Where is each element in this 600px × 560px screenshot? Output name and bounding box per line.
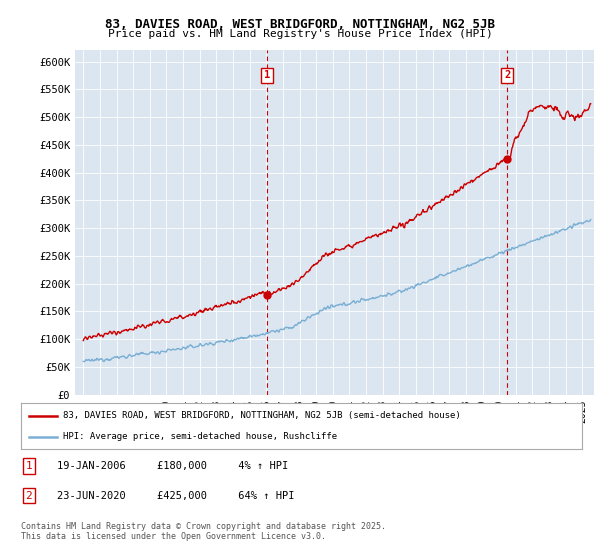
Text: 23-JUN-2020     £425,000     64% ↑ HPI: 23-JUN-2020 £425,000 64% ↑ HPI: [57, 491, 295, 501]
Text: 83, DAVIES ROAD, WEST BRIDGFORD, NOTTINGHAM, NG2 5JB (semi-detached house): 83, DAVIES ROAD, WEST BRIDGFORD, NOTTING…: [63, 411, 461, 420]
Text: HPI: Average price, semi-detached house, Rushcliffe: HPI: Average price, semi-detached house,…: [63, 432, 337, 441]
Text: 2: 2: [504, 71, 510, 81]
Text: Price paid vs. HM Land Registry's House Price Index (HPI): Price paid vs. HM Land Registry's House …: [107, 29, 493, 39]
Text: 83, DAVIES ROAD, WEST BRIDGFORD, NOTTINGHAM, NG2 5JB: 83, DAVIES ROAD, WEST BRIDGFORD, NOTTING…: [105, 18, 495, 31]
Text: Contains HM Land Registry data © Crown copyright and database right 2025.
This d: Contains HM Land Registry data © Crown c…: [21, 522, 386, 542]
Text: 2: 2: [25, 491, 32, 501]
Text: 19-JAN-2006     £180,000     4% ↑ HPI: 19-JAN-2006 £180,000 4% ↑ HPI: [57, 461, 288, 471]
Text: 1: 1: [25, 461, 32, 471]
Text: 1: 1: [264, 71, 270, 81]
